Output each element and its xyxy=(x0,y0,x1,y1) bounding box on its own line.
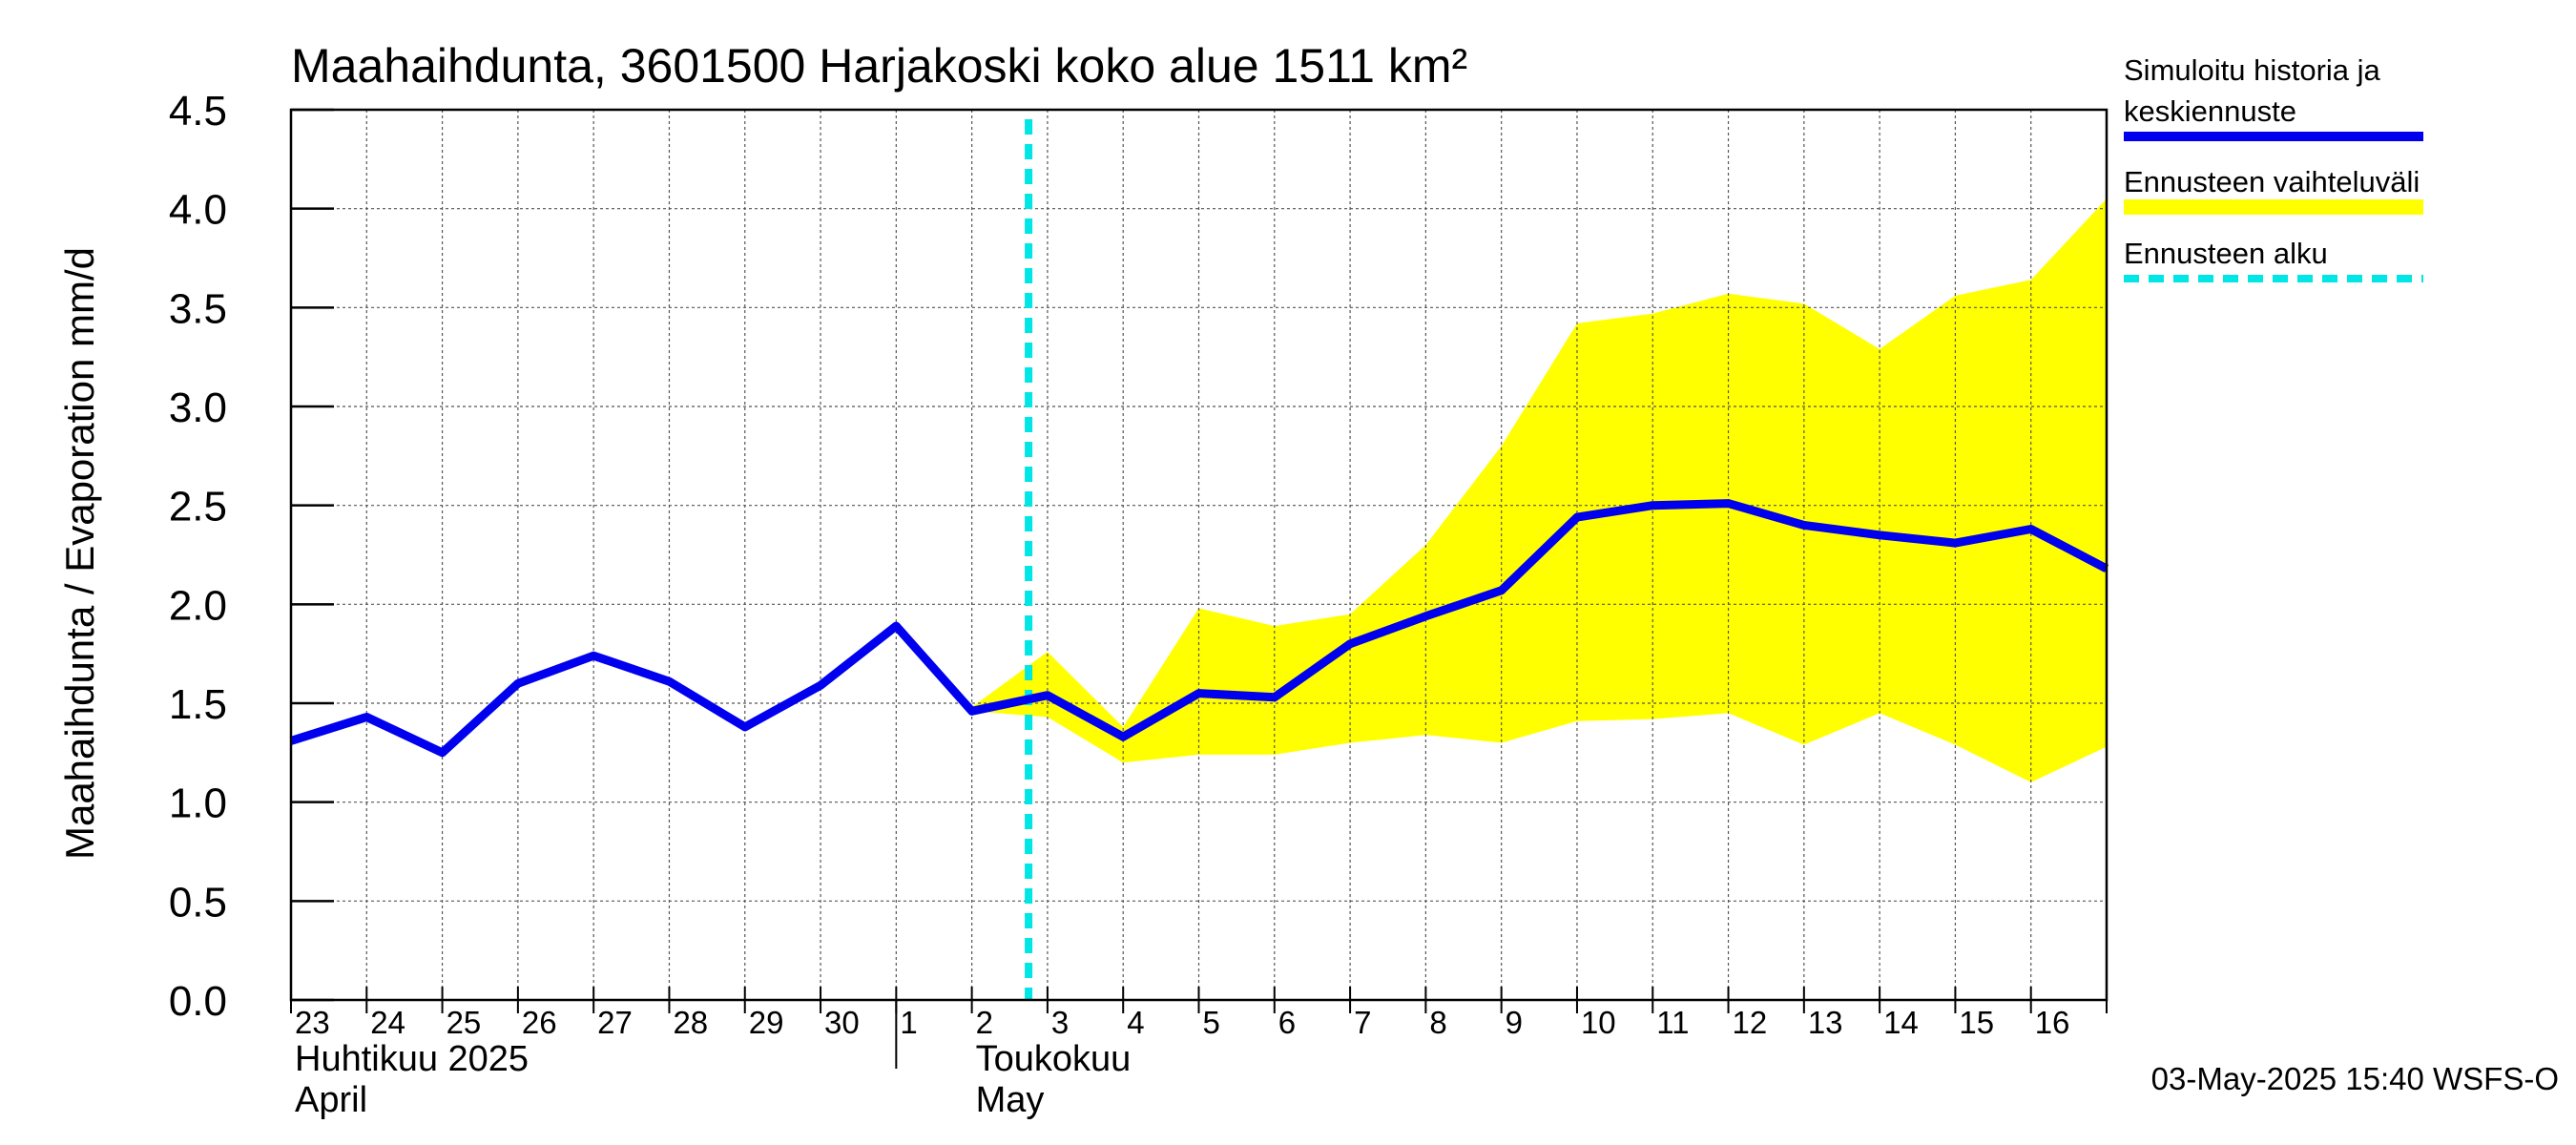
data-point xyxy=(895,625,898,628)
x-tick-label: 3 xyxy=(1051,1005,1069,1040)
data-point xyxy=(820,684,822,687)
x-tick-label: 10 xyxy=(1581,1005,1616,1040)
data-point xyxy=(1652,504,1654,507)
data-point xyxy=(365,716,368,718)
month-label-english: May xyxy=(976,1080,1045,1120)
y-tick-label: 3.0 xyxy=(169,385,227,431)
x-tick-label: 12 xyxy=(1733,1005,1768,1040)
x-tick-label: 15 xyxy=(1959,1005,1994,1040)
data-point xyxy=(1575,516,1578,519)
legend-label-forecast-start: Ennusteen alku xyxy=(2124,237,2328,270)
legend-label-mean-line2: keskiennuste xyxy=(2124,94,2296,128)
y-tick-label: 4.5 xyxy=(169,88,227,135)
legend-label-mean-line1: Simuloitu historia ja xyxy=(2124,53,2381,87)
x-tick-label: 16 xyxy=(2035,1005,2070,1040)
y-tick-label: 4.0 xyxy=(169,187,227,234)
month-label: Toukokuu xyxy=(976,1039,1132,1079)
y-tick-label: 2.0 xyxy=(169,582,227,629)
x-tick-label: 4 xyxy=(1127,1005,1144,1040)
data-point xyxy=(1954,542,1957,545)
data-point xyxy=(516,682,519,685)
data-point xyxy=(2029,528,2032,531)
month-label-english: April xyxy=(295,1080,367,1120)
x-tick-label: 2 xyxy=(976,1005,993,1040)
legend-label-range: Ennusteen vaihteluväli xyxy=(2124,165,2420,198)
data-point xyxy=(1727,502,1730,505)
y-tick-label: 0.0 xyxy=(169,978,227,1025)
y-tick-label: 1.5 xyxy=(169,681,227,728)
x-tick-label: 11 xyxy=(1656,1005,1689,1040)
month-label: Huhtikuu 2025 xyxy=(295,1039,529,1079)
data-point xyxy=(1046,694,1049,697)
x-tick-label: 23 xyxy=(295,1005,330,1040)
data-point xyxy=(970,710,973,713)
x-tick-label: 8 xyxy=(1429,1005,1446,1040)
data-point xyxy=(1424,614,1427,617)
x-tick-label: 30 xyxy=(824,1005,860,1040)
data-point xyxy=(1122,736,1125,739)
x-tick-label: 25 xyxy=(447,1005,482,1040)
x-tick-label: 9 xyxy=(1506,1005,1523,1040)
x-tick-label: 6 xyxy=(1278,1005,1296,1040)
y-tick-label: 2.5 xyxy=(169,484,227,531)
data-point xyxy=(592,655,595,657)
y-tick-label: 1.0 xyxy=(169,781,227,827)
x-tick-label: 28 xyxy=(673,1005,708,1040)
data-point xyxy=(1500,589,1503,592)
x-tick-label: 1 xyxy=(900,1005,917,1040)
x-tick-label: 27 xyxy=(597,1005,633,1040)
y-tick-label: 3.5 xyxy=(169,285,227,332)
x-tick-label: 5 xyxy=(1203,1005,1220,1040)
x-tick-label: 7 xyxy=(1354,1005,1371,1040)
x-tick-label: 29 xyxy=(749,1005,784,1040)
x-tick-label: 24 xyxy=(370,1005,405,1040)
data-point xyxy=(1349,642,1352,645)
data-point xyxy=(1273,696,1276,698)
y-tick-label: 0.5 xyxy=(169,879,227,926)
data-point xyxy=(1197,692,1200,695)
x-tick-label: 13 xyxy=(1808,1005,1843,1040)
x-tick-label: 14 xyxy=(1883,1005,1919,1040)
forecast-range-band xyxy=(971,198,2107,782)
data-point xyxy=(1802,524,1805,527)
y-axis-label: Maahaihdunta / Evaporation mm/d xyxy=(57,247,102,860)
data-point xyxy=(743,725,746,728)
x-tick-label: 26 xyxy=(522,1005,557,1040)
legend: Simuloitu historia ja keskiennuste Ennus… xyxy=(2124,53,2423,282)
data-point xyxy=(668,680,671,683)
data-point xyxy=(1879,533,1881,536)
chart-title: Maahaihdunta, 3601500 Harjakoski koko al… xyxy=(291,39,1467,93)
plot-area xyxy=(289,108,2109,1002)
data-point xyxy=(441,751,444,754)
timestamp-footer: 03-May-2025 15:40 WSFS-O xyxy=(2151,1061,2559,1096)
